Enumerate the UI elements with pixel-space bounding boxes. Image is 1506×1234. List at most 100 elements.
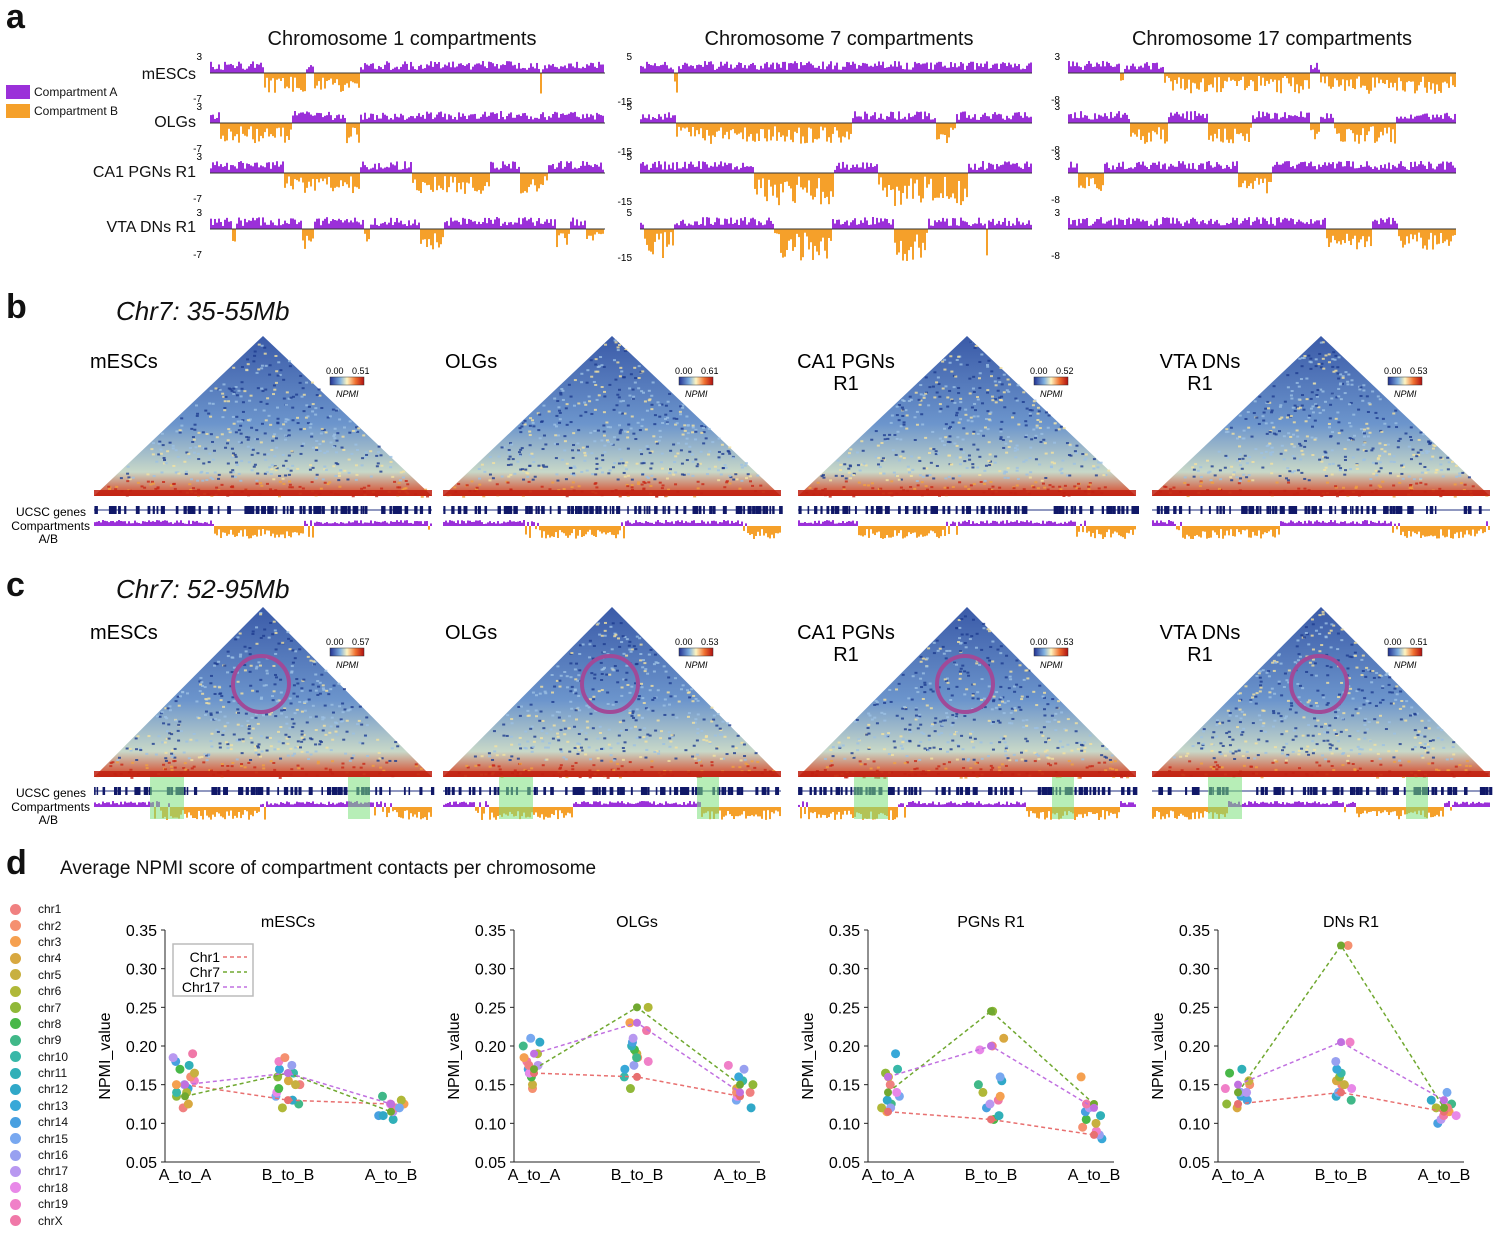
series-point bbox=[884, 1072, 892, 1081]
x-tick-label: A_to_A bbox=[1212, 1167, 1265, 1184]
y-tick-label: 0.35 bbox=[126, 923, 157, 940]
track-top-tick: 3 bbox=[196, 208, 202, 219]
data-point bbox=[288, 1068, 298, 1078]
data-point bbox=[1442, 1103, 1452, 1113]
data-point bbox=[294, 1099, 304, 1109]
legend-label: chr10 bbox=[38, 1049, 69, 1064]
compartment-track: 3 -7 bbox=[193, 52, 605, 105]
series-point bbox=[633, 1072, 641, 1081]
y-tick-label: 0.20 bbox=[1179, 1039, 1210, 1056]
legend-dot bbox=[10, 952, 21, 964]
legend-dot bbox=[10, 1100, 21, 1112]
series-line bbox=[1237, 1091, 1445, 1113]
x-tick-label: B_to_B bbox=[965, 1167, 1017, 1184]
legend-entry: chr11 bbox=[10, 1065, 68, 1081]
highlight-band bbox=[854, 777, 888, 819]
data-point bbox=[1222, 1099, 1232, 1109]
contact-heatmap bbox=[443, 607, 781, 779]
colorbar-max: 0.51 bbox=[352, 366, 370, 376]
data-point bbox=[734, 1072, 744, 1082]
colorbar-max: 0.53 bbox=[701, 637, 719, 647]
legend-entry: chr18 bbox=[10, 1180, 68, 1196]
data-point bbox=[1439, 1111, 1449, 1121]
x-tick-label: B_to_B bbox=[262, 1167, 314, 1184]
series-line bbox=[184, 1072, 392, 1105]
data-point bbox=[1442, 1087, 1452, 1097]
data-point bbox=[1078, 1122, 1088, 1132]
data-point bbox=[633, 1053, 643, 1063]
gene-track bbox=[443, 787, 781, 795]
data-point bbox=[1331, 1091, 1341, 1101]
contact-heatmap bbox=[94, 336, 432, 498]
highlight-circle bbox=[1289, 654, 1349, 714]
legend-entry: chr17 bbox=[10, 1163, 68, 1179]
series-line bbox=[533, 1006, 741, 1086]
data-point bbox=[877, 1103, 887, 1113]
data-point bbox=[186, 1072, 196, 1082]
data-point bbox=[524, 1060, 534, 1070]
colorbar-min: 0.00 bbox=[326, 637, 344, 647]
series-point bbox=[1090, 1130, 1098, 1139]
heatmap-label: CA1 PGNs R1 bbox=[797, 351, 895, 395]
data-point bbox=[1346, 1095, 1356, 1105]
plot-title: DNs R1 bbox=[1323, 914, 1379, 931]
scatter-plot: OLGs 0.05 0.10 0.15 0.20 0.25 0.30 0.35 NPMI_val… bbox=[446, 914, 766, 1184]
scatter-plot: DNs R1 0.05 0.10 0.15 0.20 0.25 0.30 0.35 NPMI_v… bbox=[1150, 914, 1470, 1184]
data-point bbox=[178, 1103, 188, 1113]
legend-label: chr5 bbox=[38, 967, 62, 982]
series-legend-label: Chr1 bbox=[190, 949, 221, 965]
series-point bbox=[1090, 1103, 1098, 1112]
y-axis-label: NPMI_value bbox=[1150, 1012, 1167, 1099]
data-point bbox=[1236, 1087, 1246, 1097]
legend-dot bbox=[10, 1067, 21, 1079]
x-tick-label: A_to_B bbox=[714, 1167, 766, 1184]
data-point bbox=[396, 1095, 406, 1105]
data-point bbox=[629, 1060, 639, 1070]
data-point bbox=[283, 1076, 293, 1086]
ab-label: A/B bbox=[39, 813, 58, 827]
track-bottom-tick: -8 bbox=[1051, 195, 1060, 206]
data-point bbox=[738, 1076, 748, 1086]
track-bottom-tick: -7 bbox=[193, 194, 202, 205]
x-tick-label: B_to_B bbox=[611, 1167, 663, 1184]
compartment-track: 3 -7 bbox=[193, 102, 605, 155]
data-point bbox=[527, 1084, 537, 1094]
y-tick-label: 0.10 bbox=[1179, 1116, 1210, 1133]
legend-label: chr3 bbox=[38, 934, 62, 949]
chr7-title: Chromosome 7 compartments bbox=[704, 28, 974, 50]
compartment-ab-track bbox=[1152, 520, 1490, 539]
data-point bbox=[274, 1056, 284, 1066]
legend-dot bbox=[10, 1215, 21, 1227]
data-point bbox=[378, 1111, 388, 1121]
data-point bbox=[273, 1072, 283, 1082]
data-point bbox=[1245, 1080, 1255, 1090]
legend-label-a: Compartment A bbox=[34, 84, 118, 99]
compartment-tracks: 3-73-73-73-75-155-155-155-153-83-83-83-8 bbox=[193, 52, 1456, 264]
series-point bbox=[181, 1092, 189, 1101]
legend-entry: chr3 bbox=[10, 934, 68, 950]
data-point bbox=[518, 1041, 528, 1051]
legend-entry: chr9 bbox=[10, 1032, 68, 1048]
x-tick-label: A_to_A bbox=[862, 1167, 915, 1184]
series-point bbox=[387, 1100, 395, 1108]
series-line bbox=[1237, 1041, 1445, 1101]
data-point bbox=[1242, 1095, 1252, 1105]
series-point bbox=[1337, 941, 1345, 950]
x-tick-label: B_to_B bbox=[1315, 1167, 1367, 1184]
series-line bbox=[184, 1072, 392, 1113]
data-point bbox=[643, 1002, 653, 1012]
data-point bbox=[748, 1080, 758, 1090]
legend-entry: chr13 bbox=[10, 1098, 68, 1114]
npmi-colorbar bbox=[1387, 376, 1423, 386]
series-point bbox=[530, 1069, 538, 1078]
compartment-ab-track bbox=[94, 801, 432, 820]
legend-label: chr19 bbox=[38, 1197, 69, 1212]
y-tick-label: 0.30 bbox=[475, 962, 506, 979]
colorbar-max: 0.51 bbox=[1410, 637, 1428, 647]
series-legend-label: Chr17 bbox=[182, 979, 220, 995]
y-tick-label: 0.25 bbox=[126, 1000, 157, 1017]
heatmap-label: VTA DNs R1 bbox=[1160, 622, 1241, 666]
series-point bbox=[1440, 1096, 1448, 1105]
y-tick-label: 0.15 bbox=[1179, 1078, 1210, 1095]
